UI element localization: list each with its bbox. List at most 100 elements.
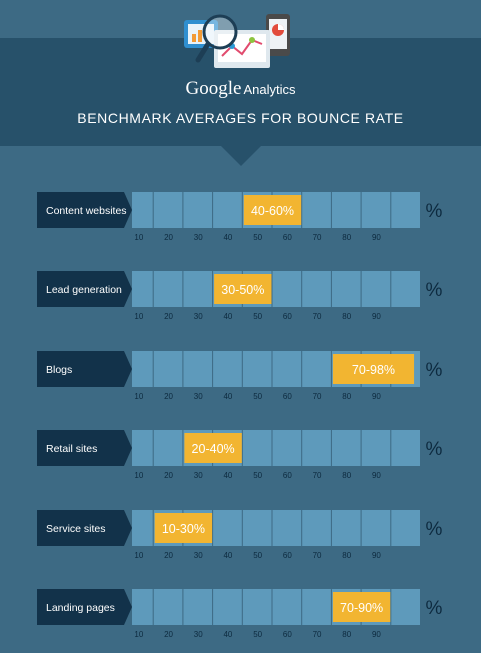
tick-label: 90: [372, 471, 381, 480]
tick-label: 70: [313, 551, 322, 560]
bar-cell: [302, 351, 331, 387]
bar-cell: [361, 192, 391, 228]
bar-cell: [302, 271, 331, 307]
tick-label: 50: [253, 392, 262, 401]
tick-label: 10: [134, 471, 143, 480]
range-bar: [154, 513, 213, 543]
category-label: Content websites: [46, 205, 127, 217]
tick-label: 10: [134, 630, 143, 639]
bar-cell: [153, 351, 183, 387]
tick-label: 60: [283, 233, 292, 242]
tick-label: 10: [134, 551, 143, 560]
tick-label: 80: [342, 392, 351, 401]
tick-label: 40: [223, 630, 232, 639]
bar-cell: [391, 192, 420, 228]
tick-label: 30: [194, 233, 203, 242]
tick-label: 50: [253, 630, 262, 639]
bar-cell: [183, 192, 213, 228]
bar-cell: [272, 271, 302, 307]
bar-cell: [331, 271, 361, 307]
bar-cell: [242, 589, 272, 625]
tick-label: 90: [372, 392, 381, 401]
tick-label: 20: [164, 630, 173, 639]
category-label: Retail sites: [46, 443, 97, 455]
tick-label: 60: [283, 630, 292, 639]
tick-label: 10: [134, 392, 143, 401]
tick-label: 20: [164, 551, 173, 560]
bar-cell: [361, 510, 391, 546]
tick-label: 20: [164, 392, 173, 401]
bar-cell: [183, 589, 213, 625]
tick-label: 80: [342, 630, 351, 639]
bar-cell: [132, 192, 153, 228]
tick-label: 80: [342, 233, 351, 242]
bar-cell: [331, 510, 361, 546]
tick-label: 10: [134, 312, 143, 321]
tick-label: 40: [223, 392, 232, 401]
range-label: 10-30%: [162, 522, 205, 536]
bar-cell: [302, 192, 331, 228]
tick-label: 80: [342, 551, 351, 560]
tick-label: 90: [372, 551, 381, 560]
category-label-box: [37, 351, 132, 387]
category-label: Lead generation: [46, 284, 122, 296]
bar-cell: [391, 271, 420, 307]
tick-label: 60: [283, 392, 292, 401]
tick-label: 90: [372, 233, 381, 242]
range-bar: [332, 354, 415, 384]
bar-cell: [272, 589, 302, 625]
category-label-box: [37, 271, 132, 307]
category-label-box: [37, 192, 132, 228]
category-label-box: [37, 589, 132, 625]
category-label: Landing pages: [46, 602, 115, 614]
bar-cell: [361, 271, 391, 307]
bar-cell: [132, 351, 153, 387]
bar-cell: [242, 351, 272, 387]
range-label: 70-98%: [352, 363, 395, 377]
tick-label: 50: [253, 312, 262, 321]
tick-label: 40: [223, 471, 232, 480]
category-label-box: [37, 510, 132, 546]
tick-label: 80: [342, 471, 351, 480]
bar-cell: [302, 430, 331, 466]
analytics-illustration-icon: [184, 14, 290, 68]
bar-cell: [361, 430, 391, 466]
tick-label: 90: [372, 630, 381, 639]
tick-label: 70: [313, 233, 322, 242]
bar-cell: [272, 351, 302, 387]
tick-label: 80: [342, 312, 351, 321]
brand-google: Google: [185, 78, 242, 99]
tick-label: 30: [194, 630, 203, 639]
bar-cell: [242, 510, 272, 546]
page-title: BENCHMARK AVERAGES FOR BOUNCE RATE: [77, 110, 404, 126]
tick-label: 30: [194, 551, 203, 560]
tick-label: 90: [372, 312, 381, 321]
unit-label: %: [426, 280, 443, 301]
tick-label: 70: [313, 392, 322, 401]
bar-cell: [302, 589, 331, 625]
unit-label: %: [426, 201, 443, 222]
brand-logo: Google Analytics: [0, 78, 481, 100]
bar-cell: [132, 589, 153, 625]
bar-cell: [153, 271, 183, 307]
bar-cell: [132, 271, 153, 307]
unit-label: %: [426, 360, 443, 381]
range-label: 20-40%: [192, 442, 235, 456]
bar-cell: [183, 351, 213, 387]
bar-cell: [331, 430, 361, 466]
bar-cell: [272, 510, 302, 546]
tick-label: 30: [194, 392, 203, 401]
bar-cell: [242, 430, 272, 466]
bar-cell: [213, 192, 242, 228]
tick-label: 30: [194, 312, 203, 321]
unit-label: %: [426, 439, 443, 460]
tick-label: 50: [253, 233, 262, 242]
bar-cell: [391, 589, 420, 625]
tick-label: 50: [253, 551, 262, 560]
tick-label: 70: [313, 471, 322, 480]
bar-cell: [132, 430, 153, 466]
tick-label: 50: [253, 471, 262, 480]
unit-label: %: [426, 519, 443, 540]
brand-analytics: Analytics: [243, 82, 296, 97]
